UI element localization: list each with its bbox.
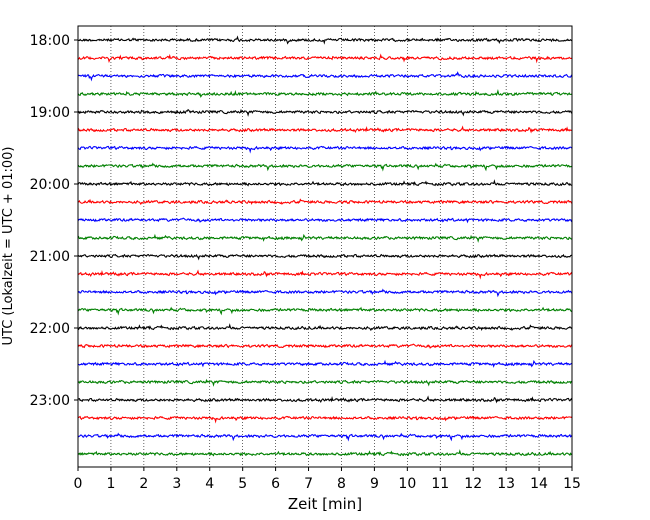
trace-1830 xyxy=(77,71,573,82)
trace-1900 xyxy=(77,108,573,117)
trace-2200 xyxy=(77,323,573,332)
x-tick-label-9: 9 xyxy=(370,476,379,492)
x-tick-label-7: 7 xyxy=(304,476,313,492)
trace-1800 xyxy=(77,35,573,45)
trace-2100 xyxy=(77,253,573,261)
x-tick-label-6: 6 xyxy=(271,476,280,492)
trace-2130 xyxy=(77,288,573,298)
trace-2045 xyxy=(77,233,573,243)
trace-2145 xyxy=(77,306,573,316)
x-tick-label-4: 4 xyxy=(205,476,214,492)
trace-2245 xyxy=(77,378,573,387)
y-axis-ticks: 18:00 19:00 20:00 21:00 22:00 23:00 xyxy=(30,33,78,409)
trace-2215 xyxy=(77,343,573,349)
x-tick-label-12: 12 xyxy=(464,476,482,492)
x-tick-label-11: 11 xyxy=(431,476,449,492)
y-axis-label: UTC (Lokalzeit = UTC + 01:00) xyxy=(1,147,16,346)
seismogram-traces xyxy=(77,35,573,457)
x-tick-label-2: 2 xyxy=(139,476,148,492)
trace-1945 xyxy=(77,162,573,172)
trace-2330 xyxy=(77,432,573,442)
y-tick-label-2200: 22:00 xyxy=(30,321,70,337)
trace-1845 xyxy=(77,88,573,98)
x-axis-label: Zeit [min] xyxy=(288,495,362,513)
trace-1915 xyxy=(77,125,573,134)
y-tick-label-2000: 20:00 xyxy=(30,177,70,193)
trace-2345 xyxy=(77,449,573,457)
x-tick-label-10: 10 xyxy=(398,476,416,492)
plot-background xyxy=(78,26,572,467)
x-tick-label-13: 13 xyxy=(497,476,515,492)
y-tick-label-2100: 21:00 xyxy=(30,249,70,265)
y-tick-label-1800: 18:00 xyxy=(30,33,70,49)
x-tick-label-0: 0 xyxy=(74,476,83,492)
x-tick-label-14: 14 xyxy=(530,476,548,492)
trace-2115 xyxy=(77,269,573,280)
x-tick-label-8: 8 xyxy=(337,476,346,492)
trace-1930 xyxy=(77,145,573,154)
trace-1815 xyxy=(77,53,573,64)
plot-frame xyxy=(77,25,573,468)
x-axis-ticks: 0 1 2 3 4 5 6 7 8 9 10 11 12 13 14 15 xyxy=(74,467,581,492)
y-tick-label-1900: 19:00 xyxy=(30,105,70,121)
x-tick-label-15: 15 xyxy=(563,476,581,492)
trace-2230 xyxy=(77,359,573,368)
y-tick-label-2300: 23:00 xyxy=(30,393,70,409)
trace-2000 xyxy=(77,179,573,187)
x-tick-label-5: 5 xyxy=(238,476,247,492)
trace-2315 xyxy=(77,415,573,424)
trace-2030 xyxy=(77,217,573,224)
trace-2300 xyxy=(77,395,573,404)
x-tick-label-3: 3 xyxy=(172,476,181,492)
x-tick-label-1: 1 xyxy=(106,476,115,492)
trace-2015 xyxy=(77,198,573,206)
